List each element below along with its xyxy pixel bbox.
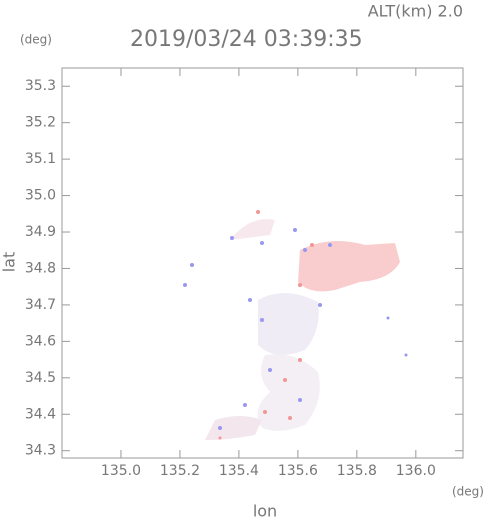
x-unit: (deg) (452, 485, 484, 499)
x-tick-label: 135.0 (101, 463, 141, 479)
y-tick-label: 34.3 (25, 443, 56, 459)
radar-echoes (183, 210, 408, 440)
y-tick-label: 35.0 (25, 188, 56, 204)
y-tick-label: 34.7 (25, 297, 56, 313)
echo-region (298, 241, 400, 292)
echo-region (205, 416, 262, 440)
x-tick-label: 135.2 (160, 463, 200, 479)
y-tick-label: 35.3 (25, 78, 56, 94)
x-tick-label: 135.8 (337, 463, 377, 479)
echo-region (258, 292, 319, 355)
x-tick-label: 136.0 (396, 463, 436, 479)
echo-region (230, 219, 275, 240)
y-tick-label: 34.6 (25, 333, 56, 349)
x-tick-label: 135.6 (278, 463, 318, 479)
plot-frame (61, 67, 464, 459)
echo-region (257, 354, 320, 431)
chart-title: 2019/03/24 03:39:35 (130, 27, 363, 52)
x-axis-label: lon (253, 502, 277, 521)
y-axis-label: lat (0, 252, 19, 273)
echo-specks (183, 228, 408, 430)
y-tick-label: 34.8 (25, 260, 56, 276)
y-tick-label: 35.2 (25, 115, 56, 131)
y-tick-label: 34.9 (25, 224, 56, 240)
y-tick-label: 34.4 (25, 406, 56, 422)
echo-specks (218, 210, 314, 440)
x-tick-label: 135.4 (219, 463, 259, 479)
y-tick-label: 35.1 (25, 151, 56, 167)
altitude-label: ALT(km) 2.0 (368, 2, 463, 21)
y-tick-label: 34.5 (25, 370, 56, 386)
y-unit: (deg) (20, 33, 52, 47)
